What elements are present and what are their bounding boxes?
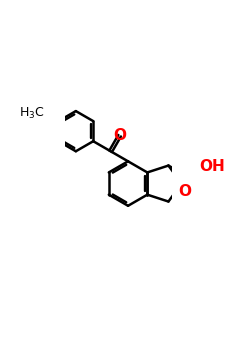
Text: H$_3$C: H$_3$C — [19, 106, 44, 121]
Text: O: O — [113, 128, 126, 143]
Text: OH: OH — [200, 159, 226, 174]
Text: O: O — [178, 184, 191, 199]
